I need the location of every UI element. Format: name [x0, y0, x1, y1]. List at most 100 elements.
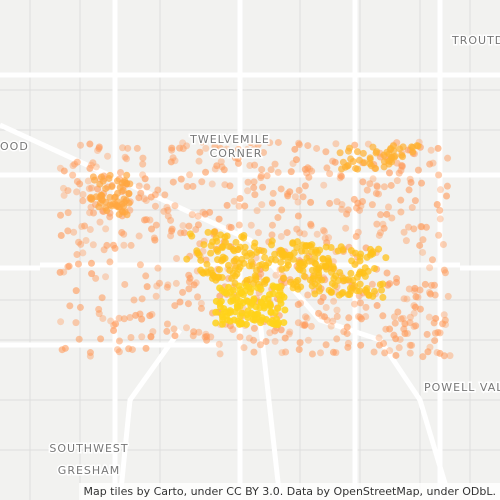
point: [94, 146, 102, 154]
point: [378, 286, 386, 294]
point: [281, 306, 289, 314]
point: [256, 341, 264, 349]
point: [373, 183, 381, 191]
point: [230, 257, 238, 265]
point: [154, 264, 162, 272]
point: [218, 310, 226, 318]
point: [249, 150, 257, 158]
point: [319, 226, 327, 234]
point: [311, 254, 319, 262]
point: [351, 300, 359, 308]
point: [345, 147, 353, 155]
point: [428, 256, 436, 264]
point: [170, 325, 178, 333]
point: [220, 166, 228, 174]
point: [322, 148, 330, 156]
point: [171, 302, 179, 310]
point: [135, 194, 143, 202]
point: [185, 285, 193, 293]
point: [412, 322, 420, 330]
point: [89, 159, 97, 167]
point: [260, 278, 268, 286]
point: [236, 195, 244, 203]
point: [262, 338, 270, 346]
point: [352, 232, 360, 240]
point: [391, 319, 399, 327]
point: [96, 218, 104, 226]
point: [333, 306, 341, 314]
point: [185, 271, 193, 279]
point: [370, 287, 378, 295]
point: [380, 163, 388, 171]
point: [321, 313, 329, 321]
point: [439, 240, 447, 248]
point: [294, 198, 302, 206]
point: [337, 172, 345, 180]
point: [303, 314, 311, 322]
point: [235, 290, 243, 298]
point: [125, 345, 133, 353]
point: [434, 144, 442, 152]
point: [356, 313, 364, 321]
point: [231, 272, 239, 280]
point: [272, 256, 280, 264]
point: [185, 222, 193, 230]
point: [322, 341, 330, 349]
point: [246, 275, 254, 283]
point: [363, 284, 371, 292]
point: [398, 163, 406, 171]
point: [319, 255, 327, 263]
point: [260, 149, 268, 157]
point: [147, 193, 155, 201]
point: [106, 193, 114, 201]
point: [234, 145, 242, 153]
point: [354, 165, 362, 173]
point: [368, 201, 376, 209]
point: [304, 164, 312, 172]
point: [443, 182, 451, 190]
point: [160, 207, 168, 215]
point: [185, 278, 193, 286]
point: [376, 229, 384, 237]
point: [197, 266, 205, 274]
point: [379, 312, 387, 320]
place-label: GRESHAM: [58, 464, 120, 477]
point: [266, 319, 274, 327]
point: [214, 247, 222, 255]
point: [147, 333, 155, 341]
point: [351, 261, 359, 269]
point: [411, 284, 419, 292]
point: [363, 186, 371, 194]
point: [294, 319, 302, 327]
point: [274, 138, 282, 146]
point: [188, 211, 196, 219]
point: [66, 302, 74, 310]
point: [76, 303, 84, 311]
point: [405, 285, 413, 293]
point: [155, 279, 163, 287]
point: [332, 140, 340, 148]
point: [261, 254, 269, 262]
point: [277, 326, 285, 334]
point: [343, 323, 351, 331]
point: [95, 144, 103, 152]
point: [225, 243, 233, 251]
point: [373, 182, 381, 190]
point: [408, 143, 416, 151]
point: [182, 324, 190, 332]
point: [177, 175, 185, 183]
point: [268, 231, 276, 239]
point: [57, 318, 65, 326]
point: [210, 228, 218, 236]
point: [243, 146, 251, 154]
point: [120, 230, 128, 238]
point: [71, 160, 79, 168]
point: [104, 152, 112, 160]
point: [270, 283, 278, 291]
point: [244, 187, 252, 195]
point: [211, 143, 219, 151]
point: [120, 241, 128, 249]
point: [64, 187, 72, 195]
point: [114, 346, 122, 354]
point: [441, 316, 449, 324]
